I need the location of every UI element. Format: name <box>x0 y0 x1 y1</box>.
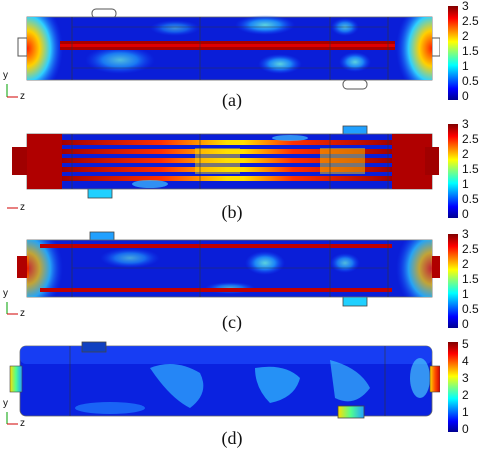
panel-d: y z (d) 5 4 3 2 1 0 <box>0 338 480 453</box>
tick-label: 4 <box>462 354 469 368</box>
tick-label: 2.5 <box>462 242 479 256</box>
panel-caption: (a) <box>222 90 242 110</box>
axis-z-label: z <box>20 418 25 429</box>
tick-label: 1 <box>462 59 469 73</box>
colorbar <box>448 124 458 218</box>
axis-z-label: z <box>20 308 25 319</box>
tick-label: 2 <box>462 257 469 271</box>
tick-label: 3 <box>462 227 469 241</box>
panel-caption: (b) <box>221 202 243 222</box>
tick-label: 0 <box>462 89 469 103</box>
colorbar <box>448 6 458 100</box>
panel-caption: (d) <box>221 428 243 448</box>
tick-label: 2 <box>462 388 469 402</box>
panel-a: y z (a) 3 2.5 2 1.5 1 0.5 0 <box>0 0 480 113</box>
tick-label: 5 <box>462 337 469 351</box>
axis-y-label: y <box>3 70 8 81</box>
panel-c: y z (c) 3 2.5 2 1.5 1 0.5 0 <box>0 228 480 338</box>
tick-label: 2 <box>462 147 469 161</box>
panel-a-field <box>6 8 440 98</box>
axis-z-label: z <box>20 91 25 102</box>
tick-label: 3 <box>462 0 469 13</box>
tick-label: 0 <box>462 422 469 436</box>
tick-label: 1.5 <box>462 272 479 286</box>
tick-label: 2.5 <box>462 132 479 146</box>
tick-label: 1 <box>462 177 469 191</box>
tick-label: 1.5 <box>462 162 479 176</box>
tick-label: 1 <box>462 405 469 419</box>
axis-z-label: z <box>20 202 25 213</box>
tick-label: 2 <box>462 29 469 43</box>
tick-label: 0.5 <box>462 192 479 206</box>
tick-label: 2.5 <box>462 14 479 28</box>
panel-b: z (b) 3 2.5 2 1.5 1 0.5 0 <box>0 118 480 228</box>
tick-label: 3 <box>462 117 469 131</box>
tick-label: 3 <box>462 371 469 385</box>
tick-label: 1.5 <box>462 44 479 58</box>
tick-label: 0.5 <box>462 74 479 88</box>
panel-c-field <box>6 231 440 315</box>
tick-label: 0 <box>462 317 469 331</box>
panel-caption: (c) <box>222 312 242 332</box>
tick-label: 1 <box>462 287 469 301</box>
axis-y-label: y <box>3 398 8 409</box>
axis-y-label: y <box>3 288 8 299</box>
colorbar <box>448 234 458 328</box>
panel-d-field <box>6 341 440 425</box>
tick-label: 0 <box>462 207 469 221</box>
panel-b-field <box>7 125 439 209</box>
tick-label: 0.5 <box>462 302 479 316</box>
colorbar <box>448 342 458 432</box>
